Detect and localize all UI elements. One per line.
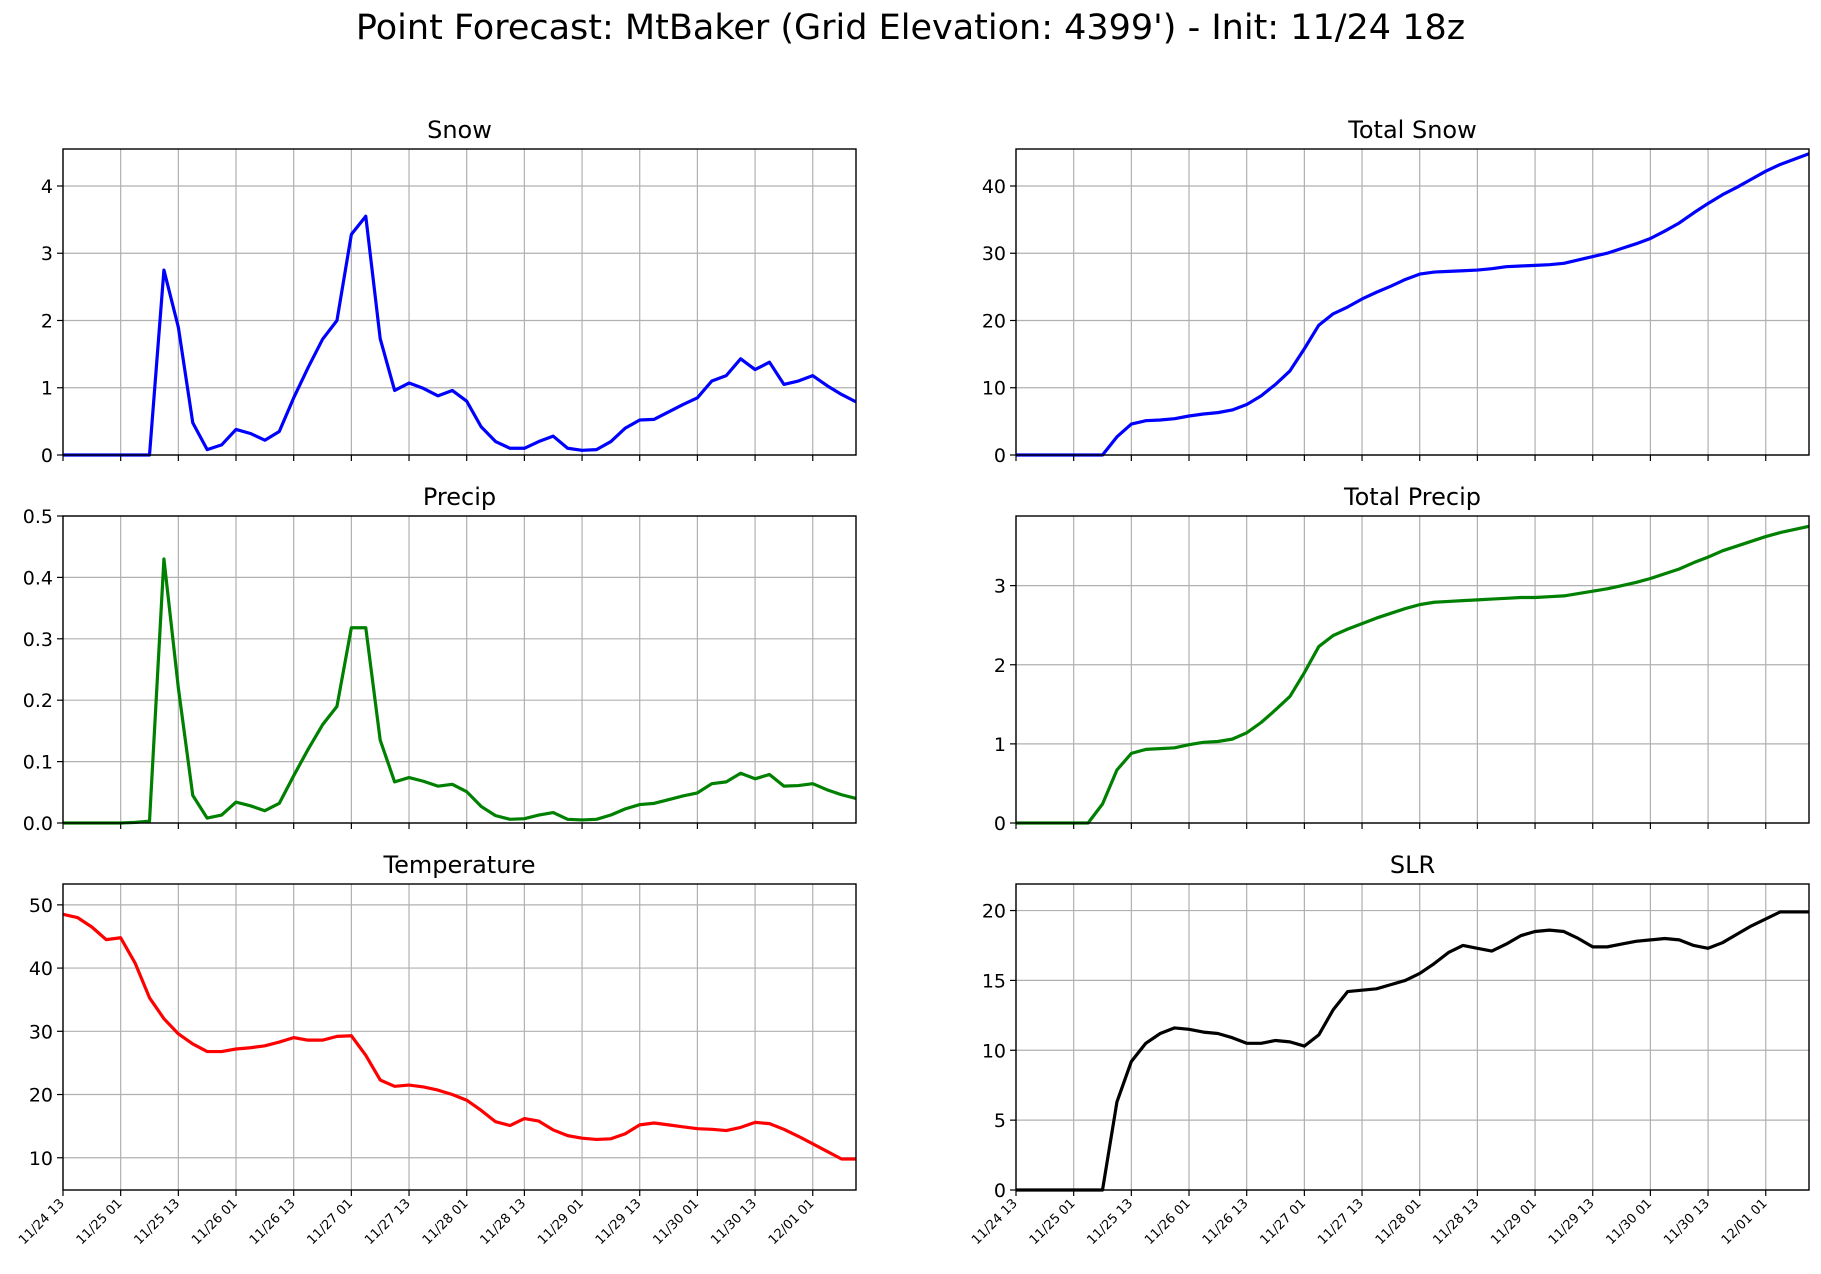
panel-total-precip-ytick-label: 3 bbox=[994, 576, 1006, 598]
panel-precip-ytick-label: 0.3 bbox=[23, 629, 53, 651]
panel-slr-xtick-label: 12/01 01 bbox=[1719, 1196, 1771, 1248]
panel-total-precip-ytick-label: 0 bbox=[994, 813, 1006, 835]
panel-total-snow-series-line bbox=[1016, 152, 1810, 457]
panel-temperature-ytick-label: 10 bbox=[29, 1148, 53, 1170]
panel-slr-xtick-label: 11/28 13 bbox=[1430, 1196, 1482, 1248]
panel-snow-ytick-label: 0 bbox=[41, 445, 53, 467]
panel-temperature-xtick-label: 11/25 13 bbox=[131, 1196, 183, 1248]
panel-temperature-ytick-label: 30 bbox=[29, 1021, 53, 1043]
figure-title: Point Forecast: MtBaker (Grid Elevation:… bbox=[355, 8, 1466, 48]
panel-temperature-xtick-label: 11/28 13 bbox=[477, 1196, 529, 1248]
panel-temperature-xtick-label: 11/28 01 bbox=[420, 1196, 472, 1248]
panel-total-snow-ytick-label: 30 bbox=[982, 243, 1006, 265]
panel-snow-ytick-label: 2 bbox=[41, 310, 53, 332]
panel-total-precip-title: Total Precip bbox=[1343, 483, 1481, 511]
panel-temperature-xtick-label: 11/29 13 bbox=[593, 1196, 645, 1248]
panel-temperature-xtick-label: 11/26 01 bbox=[189, 1196, 241, 1248]
panel-snow-title: Snow bbox=[427, 116, 492, 144]
panel-temperature-xtick-label: 11/27 13 bbox=[362, 1196, 414, 1248]
panel-total-precip-series-line bbox=[1016, 524, 1810, 825]
panel-temperature-xtick-label: 11/29 01 bbox=[535, 1196, 587, 1248]
panel-precip-ytick-label: 0.2 bbox=[23, 690, 53, 712]
panel-temperature-title: Temperature bbox=[382, 851, 535, 879]
panel-slr: 0 5 10 15 20 11/24 13 11/25 01 11/25 13 11/26 01… bbox=[969, 851, 1810, 1248]
panel-slr-ytick-label: 0 bbox=[994, 1180, 1006, 1202]
panel-total-snow: 0 10 20 30 40 Total Snow bbox=[982, 116, 1810, 467]
panel-precip-ytick-label: 0.5 bbox=[23, 506, 53, 528]
panel-slr-xtick-label: 11/27 01 bbox=[1257, 1196, 1309, 1248]
panel-slr-xtick-label: 11/26 01 bbox=[1142, 1196, 1194, 1248]
panel-total-precip: 0 1 2 3 Total Precip bbox=[994, 483, 1810, 835]
panel-temperature-xtick-label: 12/01 01 bbox=[766, 1196, 818, 1248]
panel-temperature-xtick-label: 11/30 01 bbox=[651, 1196, 703, 1248]
panel-snow: 0 1 2 3 4 Snow bbox=[41, 116, 857, 467]
panel-temperature-xtick-label: 11/25 01 bbox=[74, 1196, 126, 1248]
panel-slr-xtick-label: 11/25 01 bbox=[1027, 1196, 1079, 1248]
panel-snow-series-line bbox=[63, 214, 857, 457]
panel-slr-xtick-label: 11/25 13 bbox=[1084, 1196, 1136, 1248]
panel-precip: 0.0 0.1 0.2 0.3 0.4 0.5 Precip bbox=[23, 483, 857, 835]
panel-slr-title: SLR bbox=[1390, 851, 1435, 879]
panel-temperature-xtick-label: 11/27 01 bbox=[304, 1196, 356, 1248]
panel-slr-xtick-label: 11/30 01 bbox=[1604, 1196, 1656, 1248]
panel-slr-ytick-label: 10 bbox=[982, 1040, 1006, 1062]
panel-slr-series-line bbox=[1016, 910, 1809, 1192]
panel-slr-xtick-label: 11/26 13 bbox=[1200, 1196, 1252, 1248]
panel-temperature-xtick-label: 11/26 13 bbox=[247, 1196, 299, 1248]
panel-total-precip-frame bbox=[1015, 515, 1810, 824]
panel-total-snow-ytick-label: 40 bbox=[982, 176, 1006, 198]
panel-slr-xtick-label: 11/29 01 bbox=[1488, 1196, 1540, 1248]
panel-slr-xtick-label: 11/24 13 bbox=[969, 1196, 1021, 1248]
panel-slr-ytick-label: 5 bbox=[994, 1110, 1006, 1132]
panel-temperature-ytick-label: 40 bbox=[29, 958, 53, 980]
panel-temperature-xtick-label: 11/30 13 bbox=[708, 1196, 760, 1248]
panel-total-snow-title: Total Snow bbox=[1347, 116, 1476, 144]
panel-temperature-frame bbox=[62, 883, 857, 1191]
panel-precip-ytick-label: 0.4 bbox=[23, 567, 53, 589]
panel-precip-series-line bbox=[63, 557, 857, 825]
panel-total-precip-ytick-label: 1 bbox=[994, 734, 1006, 756]
panel-total-snow-ytick-label: 10 bbox=[982, 378, 1006, 400]
panel-slr-frame bbox=[1015, 883, 1810, 1191]
panel-temperature-ytick-label: 50 bbox=[29, 895, 53, 917]
panel-slr-xtick-label: 11/30 13 bbox=[1661, 1196, 1713, 1248]
panel-total-snow-ytick-label: 0 bbox=[994, 445, 1006, 467]
panel-precip-ytick-label: 0.0 bbox=[23, 813, 53, 835]
panel-temperature-ytick-label: 20 bbox=[29, 1085, 53, 1107]
panel-slr-xtick-label: 11/29 13 bbox=[1546, 1196, 1598, 1248]
panel-total-snow-frame bbox=[1015, 148, 1810, 456]
panel-snow-ytick-label: 1 bbox=[41, 378, 53, 400]
panel-temperature-series-line bbox=[62, 912, 856, 1161]
panel-total-snow-ytick-label: 20 bbox=[982, 310, 1006, 332]
panel-temperature-xtick-label: 11/24 13 bbox=[16, 1196, 68, 1248]
panel-slr-xtick-label: 11/28 01 bbox=[1373, 1196, 1425, 1248]
panel-slr-ytick-label: 15 bbox=[982, 970, 1006, 992]
panel-precip-frame bbox=[62, 515, 857, 824]
panel-precip-title: Precip bbox=[423, 483, 496, 511]
panel-snow-ytick-label: 4 bbox=[41, 176, 53, 198]
panel-slr-xtick-label: 11/27 13 bbox=[1315, 1196, 1367, 1248]
panel-snow-ytick-label: 3 bbox=[41, 243, 53, 265]
panel-slr-ytick-label: 20 bbox=[982, 901, 1006, 923]
panel-snow-frame bbox=[62, 148, 857, 456]
panel-precip-ytick-label: 0.1 bbox=[23, 752, 53, 774]
panel-total-precip-ytick-label: 2 bbox=[994, 655, 1006, 677]
